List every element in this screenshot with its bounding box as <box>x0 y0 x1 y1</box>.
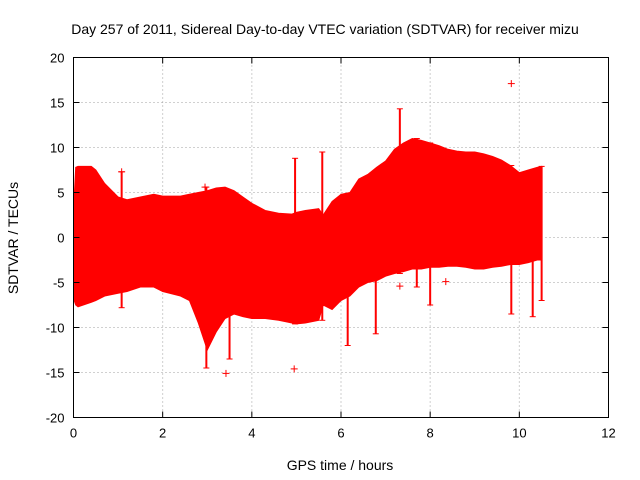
x-tick-label: 2 <box>159 426 166 441</box>
y-tick-label: 5 <box>57 186 64 201</box>
x-tick-label: 0 <box>70 426 77 441</box>
y-tick-label: -20 <box>46 411 65 426</box>
outlier-point <box>118 168 126 176</box>
x-tick-label: 10 <box>512 426 526 441</box>
data-layer <box>73 80 545 377</box>
y-tick-label: -10 <box>46 321 65 336</box>
y-tick-label: -5 <box>53 276 65 291</box>
x-tick-label: 12 <box>601 426 615 441</box>
y-tick-label: -15 <box>46 366 65 381</box>
x-axis-label: GPS time / hours <box>287 457 394 473</box>
outlier-point <box>222 369 230 377</box>
outlier-point <box>201 183 209 191</box>
y-tick-label: 10 <box>50 141 64 156</box>
outlier-point <box>442 278 450 286</box>
outlier-point <box>396 282 404 290</box>
x-tick-label: 8 <box>427 426 434 441</box>
chart-title: Day 257 of 2011, Sidereal Day-to-day VTE… <box>71 21 579 37</box>
y-axis-label: SDTVAR / TECUs <box>5 182 21 294</box>
x-tick-label: 6 <box>337 426 344 441</box>
sdtvar-envelope <box>73 137 543 352</box>
axis-ticks: 0 2 4 6 8 10 12 -20 -15 -10 -5 0 5 10 15 20 <box>46 51 616 441</box>
outlier-point <box>507 80 515 88</box>
x-tick-label: 4 <box>248 426 255 441</box>
outlier-point <box>290 365 298 373</box>
y-tick-label: 0 <box>57 231 64 246</box>
y-tick-label: 15 <box>50 96 64 111</box>
y-tick-label: 20 <box>50 51 64 66</box>
